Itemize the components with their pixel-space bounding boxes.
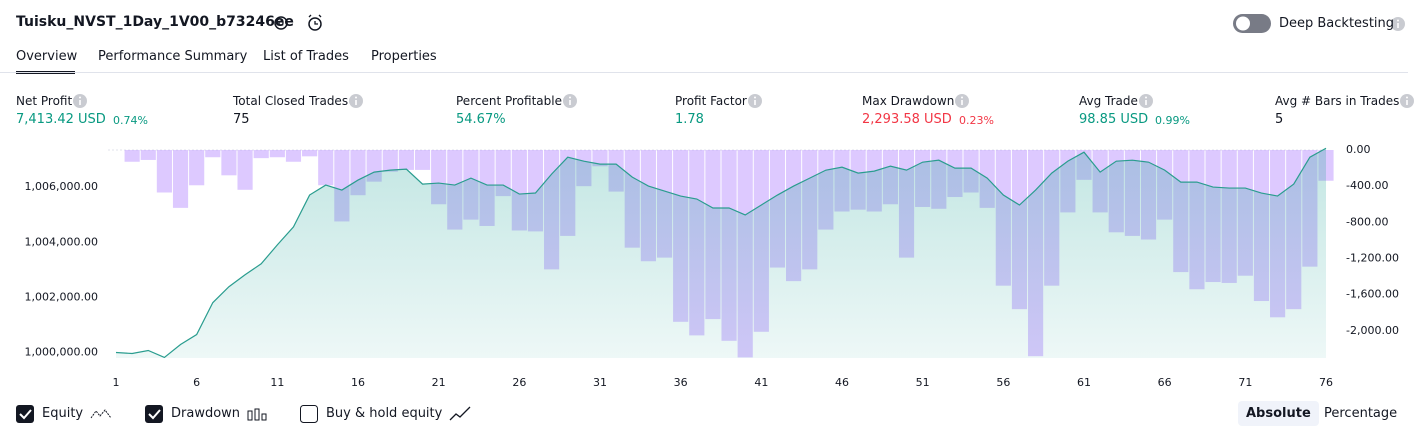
info-icon-dot: [754, 96, 756, 99]
drawdown-bar: [414, 150, 431, 170]
x-tick-label: 51: [916, 376, 930, 389]
x-tick-label: 71: [1238, 376, 1252, 389]
metric-value: 7,413.42 USD: [16, 112, 106, 127]
equity-area: [116, 148, 1326, 358]
tab-divider: [0, 72, 1408, 73]
y2-tick-label: -2,000.00: [1346, 324, 1399, 337]
checkbox: [145, 405, 163, 423]
metric-label: Total Closed Trades: [233, 94, 349, 108]
drawdown-icon: [254, 408, 260, 421]
drawdown-bar: [172, 150, 189, 208]
drawdown-bar: [237, 150, 253, 190]
metric-label: Percent Profitable: [456, 94, 562, 108]
x-tick-label: 76: [1319, 376, 1333, 389]
x-tick-label: 41: [754, 376, 768, 389]
drawdown-bar: [318, 150, 334, 186]
toggle-label: Deep Backtesting: [1279, 16, 1395, 31]
alert-icon-hand: [308, 14, 322, 25]
info-icon-dot: [961, 96, 963, 99]
y-tick-label: 1,006,000.00: [25, 180, 98, 193]
info-icon-dot: [1406, 96, 1408, 99]
drawdown-bar: [189, 150, 205, 186]
x-tick-label: 6: [193, 376, 200, 389]
y-tick-label: 1,000,000.00: [25, 345, 98, 358]
metric-value: 54.67%: [456, 112, 506, 127]
drawdown-bar: [398, 150, 414, 170]
alert-icon: [308, 17, 322, 31]
tab[interactable]: List of Trades: [263, 49, 349, 64]
metric-value: 1.78: [675, 112, 704, 127]
drawdown-bar: [253, 150, 269, 159]
metric-label: Net Profit: [16, 94, 73, 108]
checkbox: [300, 405, 318, 423]
legend-label[interactable]: Equity: [42, 406, 84, 421]
y2-tick-label: -1,600.00: [1346, 288, 1399, 301]
equity-line: [115, 147, 1327, 359]
mode-button[interactable]: Percentage: [1324, 406, 1398, 421]
legend-label[interactable]: Drawdown: [171, 406, 241, 421]
info-icon-dot: [1145, 96, 1147, 99]
drawdown-bar: [140, 150, 156, 160]
x-tick-label: 36: [674, 376, 688, 389]
drawdown-bar: [124, 150, 140, 162]
drawdown-bar: [382, 150, 398, 172]
y-tick-label: 1,002,000.00: [25, 290, 98, 303]
metric-value: 2,293.58 USD: [862, 112, 952, 127]
equity-icon: [90, 409, 112, 419]
x-tick-label: 61: [1077, 376, 1091, 389]
info-icon-dot: [569, 96, 571, 99]
metric-label: Max Drawdown: [862, 94, 955, 108]
drawdown-bar: [221, 150, 237, 176]
metric-value: 75: [233, 112, 250, 127]
settings-icon: [274, 16, 288, 30]
buy-hold-icon: [449, 406, 471, 421]
metric-percent: 0.74%: [113, 114, 148, 127]
drawdown-bar: [285, 150, 302, 162]
metric-label: Avg # Bars in Trades: [1275, 94, 1400, 108]
toggle-knob: [1236, 16, 1250, 31]
drawdown-bar: [156, 150, 172, 193]
tab[interactable]: Performance Summary: [98, 49, 248, 64]
checkmark: [19, 409, 32, 420]
metric-percent: 0.99%: [1155, 114, 1190, 127]
y2-tick-label: -400.00: [1346, 179, 1388, 192]
info-icon-dot: [355, 96, 357, 99]
drawdown-bar: [302, 150, 318, 157]
settings-icon-core: [278, 20, 284, 26]
y-tick-label: 1,004,000.00: [25, 235, 98, 248]
info-icon-dot: [79, 96, 81, 99]
tab[interactable]: Properties: [371, 49, 437, 64]
drawdown-icon: [261, 413, 267, 421]
metric-label: Profit Factor: [675, 94, 747, 108]
y2-tick-label: -800.00: [1346, 215, 1388, 228]
y2-tick-label: -1,200.00: [1346, 252, 1399, 265]
metric-value: 98.85 USD: [1079, 112, 1149, 127]
y2-tick-label: 0.00: [1346, 143, 1371, 156]
checkmark: [148, 409, 161, 420]
drawdown-bar: [592, 150, 608, 167]
toggle-label[interactable]: Buy & hold equity: [326, 406, 443, 421]
x-tick-label: 11: [270, 376, 284, 389]
metric-value: 5: [1275, 112, 1284, 127]
info-icon-dot: [1397, 19, 1399, 22]
x-tick-label: 26: [512, 376, 526, 389]
strategy-title: Tuisku_NVST_1Day_1V00_b73246ee: [16, 14, 294, 30]
mode-button[interactable]: Absolute: [1238, 401, 1319, 426]
x-tick-label: 46: [835, 376, 849, 389]
x-tick-label: 66: [1158, 376, 1172, 389]
x-tick-label: 16: [351, 376, 365, 389]
drawdown-icon: [247, 410, 253, 421]
metric-label: Avg Trade: [1079, 94, 1138, 108]
x-tick-label: 1: [113, 376, 120, 389]
x-tick-label: 56: [996, 376, 1010, 389]
drawdown-bar: [205, 150, 221, 158]
x-tick-label: 21: [432, 376, 446, 389]
tab[interactable]: Overview: [16, 49, 78, 64]
metric-percent: 0.23%: [959, 114, 994, 127]
drawdown-bar: [269, 150, 285, 158]
checkbox: [16, 405, 34, 423]
x-tick-label: 31: [593, 376, 607, 389]
